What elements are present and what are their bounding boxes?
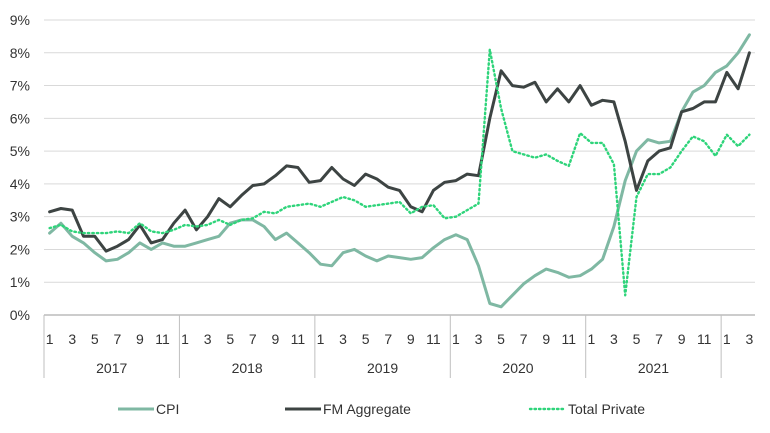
x-tick-label: 1: [587, 331, 595, 347]
series-lines: [48, 33, 751, 309]
x-tick-label: 3: [204, 331, 212, 347]
x-tick-label: 7: [113, 331, 121, 347]
x-tick-label: 5: [362, 331, 370, 347]
x-tick-label: 9: [136, 331, 144, 347]
legend-label: CPI: [156, 401, 179, 417]
x-tick-label: 7: [384, 331, 392, 347]
x-tick-label: 9: [678, 331, 686, 347]
x-tick-label: 3: [475, 331, 483, 347]
x-tick-label: 9: [407, 331, 415, 347]
x-tick-label: 3: [745, 331, 753, 347]
y-tick-label: 7%: [10, 78, 30, 94]
x-tick-label: 5: [91, 331, 99, 347]
y-axis: 0% 1% 2% 3% 4% 5% 6% 7% 8% 9%: [10, 12, 30, 323]
y-tick-label: 0%: [10, 307, 30, 323]
x-tick-label: 3: [610, 331, 618, 347]
series-line-cpi: [48, 33, 751, 309]
x-tick-label: 11: [155, 331, 170, 347]
x-tick-label: 1: [317, 331, 325, 347]
x-tick-label: 5: [226, 331, 234, 347]
x-axis: 1 3 5 7 9 11 1 3 5 7 9 11 1 3 5 7 9 11 1 3 5 7 9 11 1 3 5 7 9 11 1 3201…: [43, 314, 755, 378]
x-tick-label: 9: [542, 331, 550, 347]
y-tick-label: 2%: [10, 241, 30, 257]
year-label: 2021: [638, 360, 669, 376]
x-tick-label: 11: [562, 331, 577, 347]
x-tick-label: 7: [655, 331, 663, 347]
y-tick-label: 8%: [10, 45, 30, 61]
gridlines: [44, 19, 755, 283]
year-label: 2019: [367, 360, 398, 376]
legend: CPI FM Aggregate Total Private: [118, 401, 645, 417]
x-tick-label: 11: [426, 331, 441, 347]
x-tick-label: 3: [339, 331, 347, 347]
x-tick-label: 7: [520, 331, 528, 347]
y-tick-label: 9%: [10, 12, 30, 28]
x-tick-label: 3: [68, 331, 76, 347]
y-tick-label: 5%: [10, 143, 30, 159]
legend-label: FM Aggregate: [323, 401, 411, 417]
x-tick-label: 1: [181, 331, 189, 347]
year-label: 2017: [96, 360, 127, 376]
year-label: 2020: [502, 360, 533, 376]
x-tick-label: 1: [46, 331, 54, 347]
series-line-total-private: [48, 48, 751, 297]
legend-label: Total Private: [568, 401, 645, 417]
x-tick-label: 1: [452, 331, 460, 347]
x-tick-label: 11: [697, 331, 712, 347]
y-tick-label: 6%: [10, 110, 30, 126]
x-tick-label: 5: [497, 331, 505, 347]
series-line-fm-aggregate: [48, 51, 751, 253]
y-tick-label: 1%: [10, 274, 30, 290]
x-tick-label: 5: [633, 331, 641, 347]
x-tick-label: 11: [291, 331, 306, 347]
x-tick-label: 9: [271, 331, 279, 347]
x-tick-label: 7: [249, 331, 257, 347]
y-tick-label: 3%: [10, 209, 30, 225]
y-tick-label: 4%: [10, 176, 30, 192]
year-label: 2018: [232, 360, 263, 376]
x-tick-label: 1: [723, 331, 731, 347]
